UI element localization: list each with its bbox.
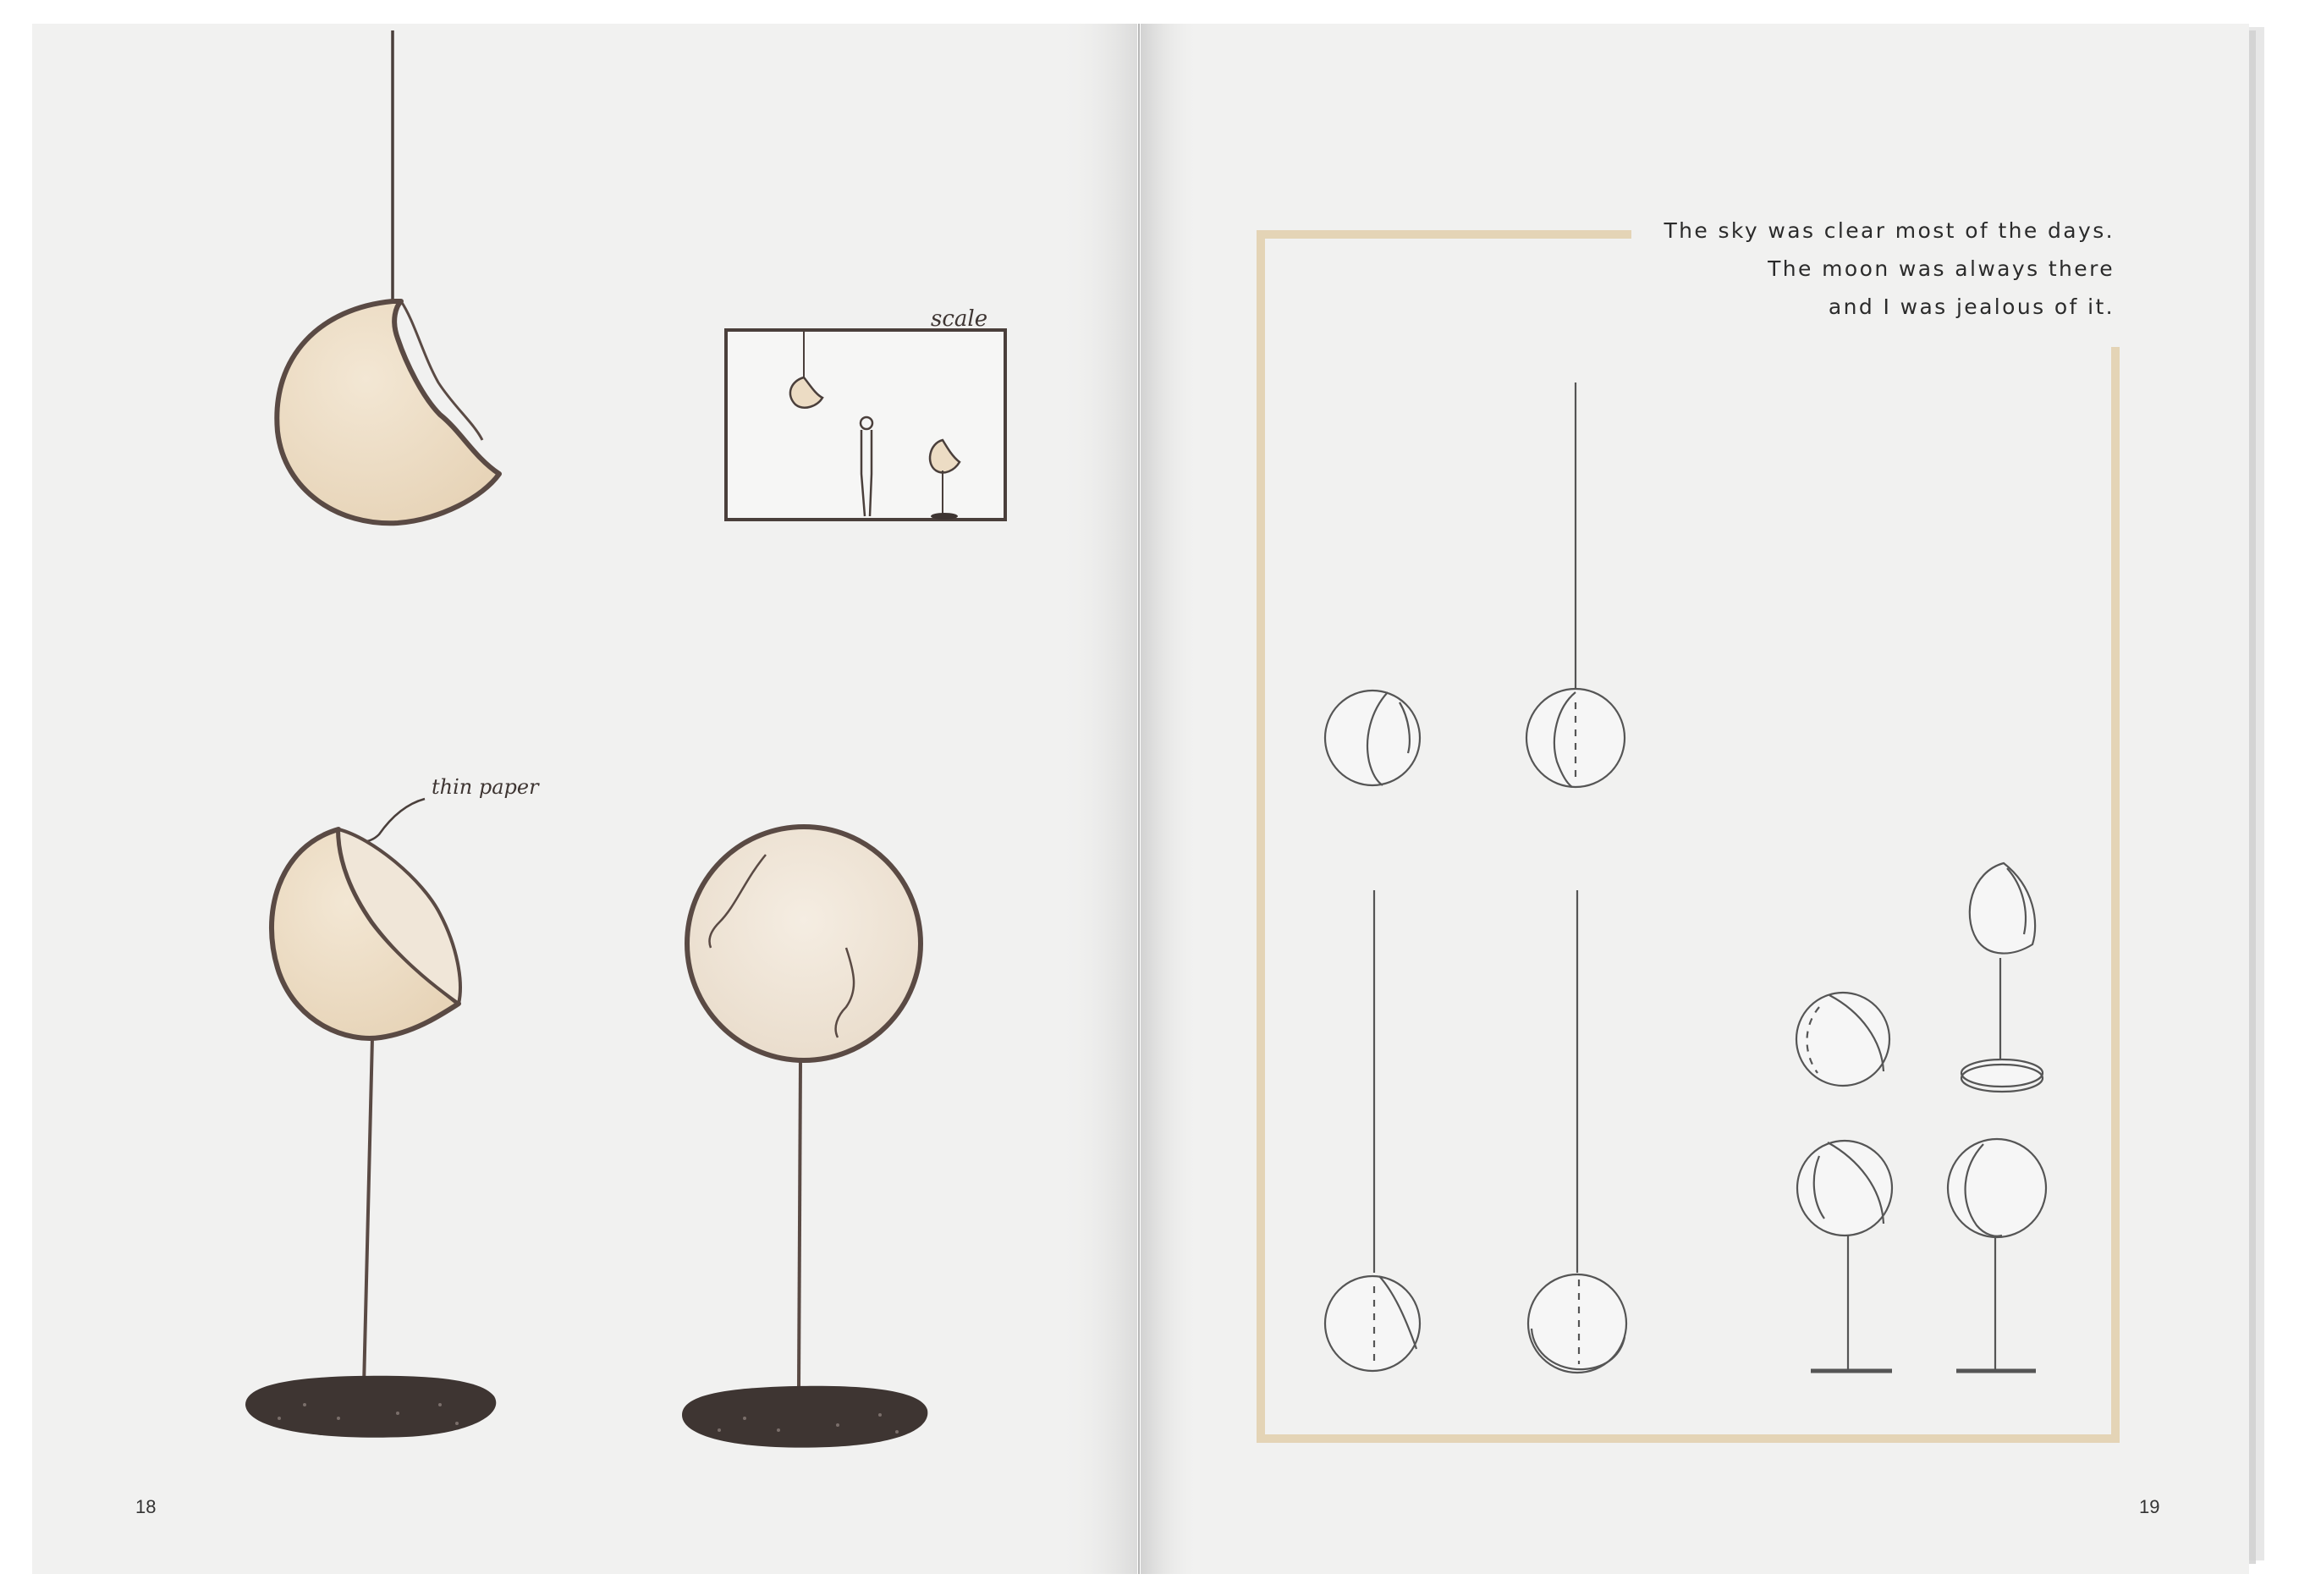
standing-half-moon-illustration: thin paper [245, 775, 540, 1438]
hanging-moon-illustration [274, 30, 502, 526]
thin-paper-label: thin paper [432, 775, 540, 799]
decorative-frame [1257, 230, 2120, 1443]
caption-line-3: and I was jealous of it. [1828, 294, 2115, 319]
caption-line-2: The moon was always there [1768, 256, 2115, 281]
line-art-row-1 [1323, 382, 1626, 789]
left-page [32, 24, 1137, 1574]
right-page-number: 19 [2139, 1496, 2159, 1517]
line-art-group-3 [1795, 861, 2048, 1373]
line-art-row-2 [1323, 890, 1628, 1374]
scale-label: scale [931, 306, 987, 332]
standing-full-moon-illustration [682, 824, 928, 1448]
scale-sketch: scale [724, 306, 1007, 521]
caption-line-1: The sky was clear most of the days. [1664, 218, 2115, 243]
story-caption: The sky was clear most of the days. The … [1664, 212, 2115, 326]
left-page-number: 18 [135, 1496, 156, 1517]
